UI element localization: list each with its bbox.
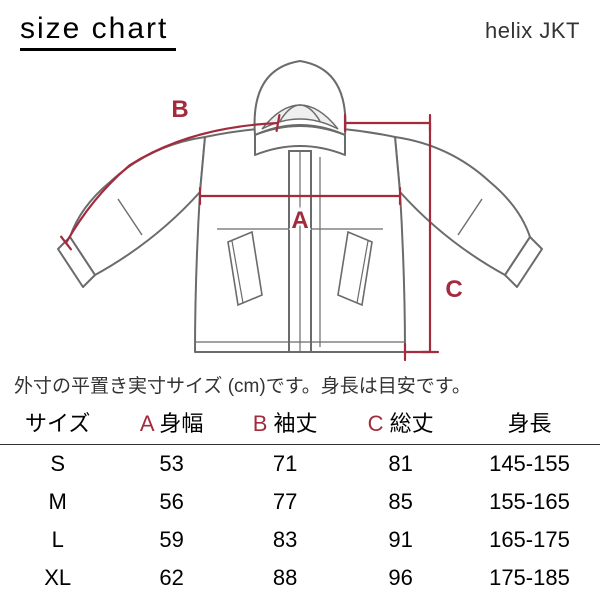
table-cell: 56: [115, 483, 227, 521]
table-header-cell: サイズ: [0, 400, 115, 445]
table-cell: 81: [342, 445, 459, 484]
table-header-cell: A 身幅: [115, 400, 227, 445]
note-text: 外寸の平置き実寸サイズ (cm)です。身長は目安です。: [0, 367, 600, 400]
table-row: S537181145-155: [0, 445, 600, 484]
table-cell: 88: [228, 559, 343, 597]
table-cell: XL: [0, 559, 115, 597]
table-cell: 59: [115, 521, 227, 559]
table-cell: 71: [228, 445, 343, 484]
table-cell: 165-175: [459, 521, 600, 559]
size-table: サイズA 身幅B 袖丈C 総丈身長 S537181145-155M5677851…: [0, 400, 600, 597]
table-cell: 155-165: [459, 483, 600, 521]
table-cell: 85: [342, 483, 459, 521]
table-cell: 83: [228, 521, 343, 559]
table-cell: 62: [115, 559, 227, 597]
svg-text:B: B: [171, 96, 188, 123]
table-cell: 91: [342, 521, 459, 559]
svg-text:A: A: [291, 207, 308, 234]
table-cell: 175-185: [459, 559, 600, 597]
table-cell: 53: [115, 445, 227, 484]
table-header-cell: 身長: [459, 400, 600, 445]
svg-text:C: C: [445, 276, 462, 303]
table-row: L598391165-175: [0, 521, 600, 559]
page-title: size chart: [20, 12, 176, 51]
table-cell: 145-155: [459, 445, 600, 484]
jacket-diagram: A B C: [0, 57, 600, 367]
table-cell: 77: [228, 483, 343, 521]
table-row: XL628896175-185: [0, 559, 600, 597]
product-name: helix JKT: [485, 18, 580, 44]
table-row: M567785155-165: [0, 483, 600, 521]
table-cell: 96: [342, 559, 459, 597]
table-header-cell: B 袖丈: [228, 400, 343, 445]
table-cell: M: [0, 483, 115, 521]
table-cell: S: [0, 445, 115, 484]
table-cell: L: [0, 521, 115, 559]
table-header-cell: C 総丈: [342, 400, 459, 445]
